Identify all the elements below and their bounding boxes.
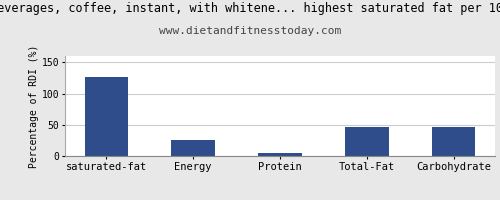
Bar — [84, 77, 128, 156]
Bar — [345, 127, 389, 156]
Bar — [432, 127, 476, 156]
Bar — [172, 140, 215, 156]
Bar — [258, 153, 302, 156]
Y-axis label: Percentage of RDI (%): Percentage of RDI (%) — [29, 44, 39, 168]
Text: beverages, coffee, instant, with whitene... highest saturated fat per 100: beverages, coffee, instant, with whitene… — [0, 2, 500, 15]
Text: www.dietandfitnesstoday.com: www.dietandfitnesstoday.com — [159, 26, 341, 36]
